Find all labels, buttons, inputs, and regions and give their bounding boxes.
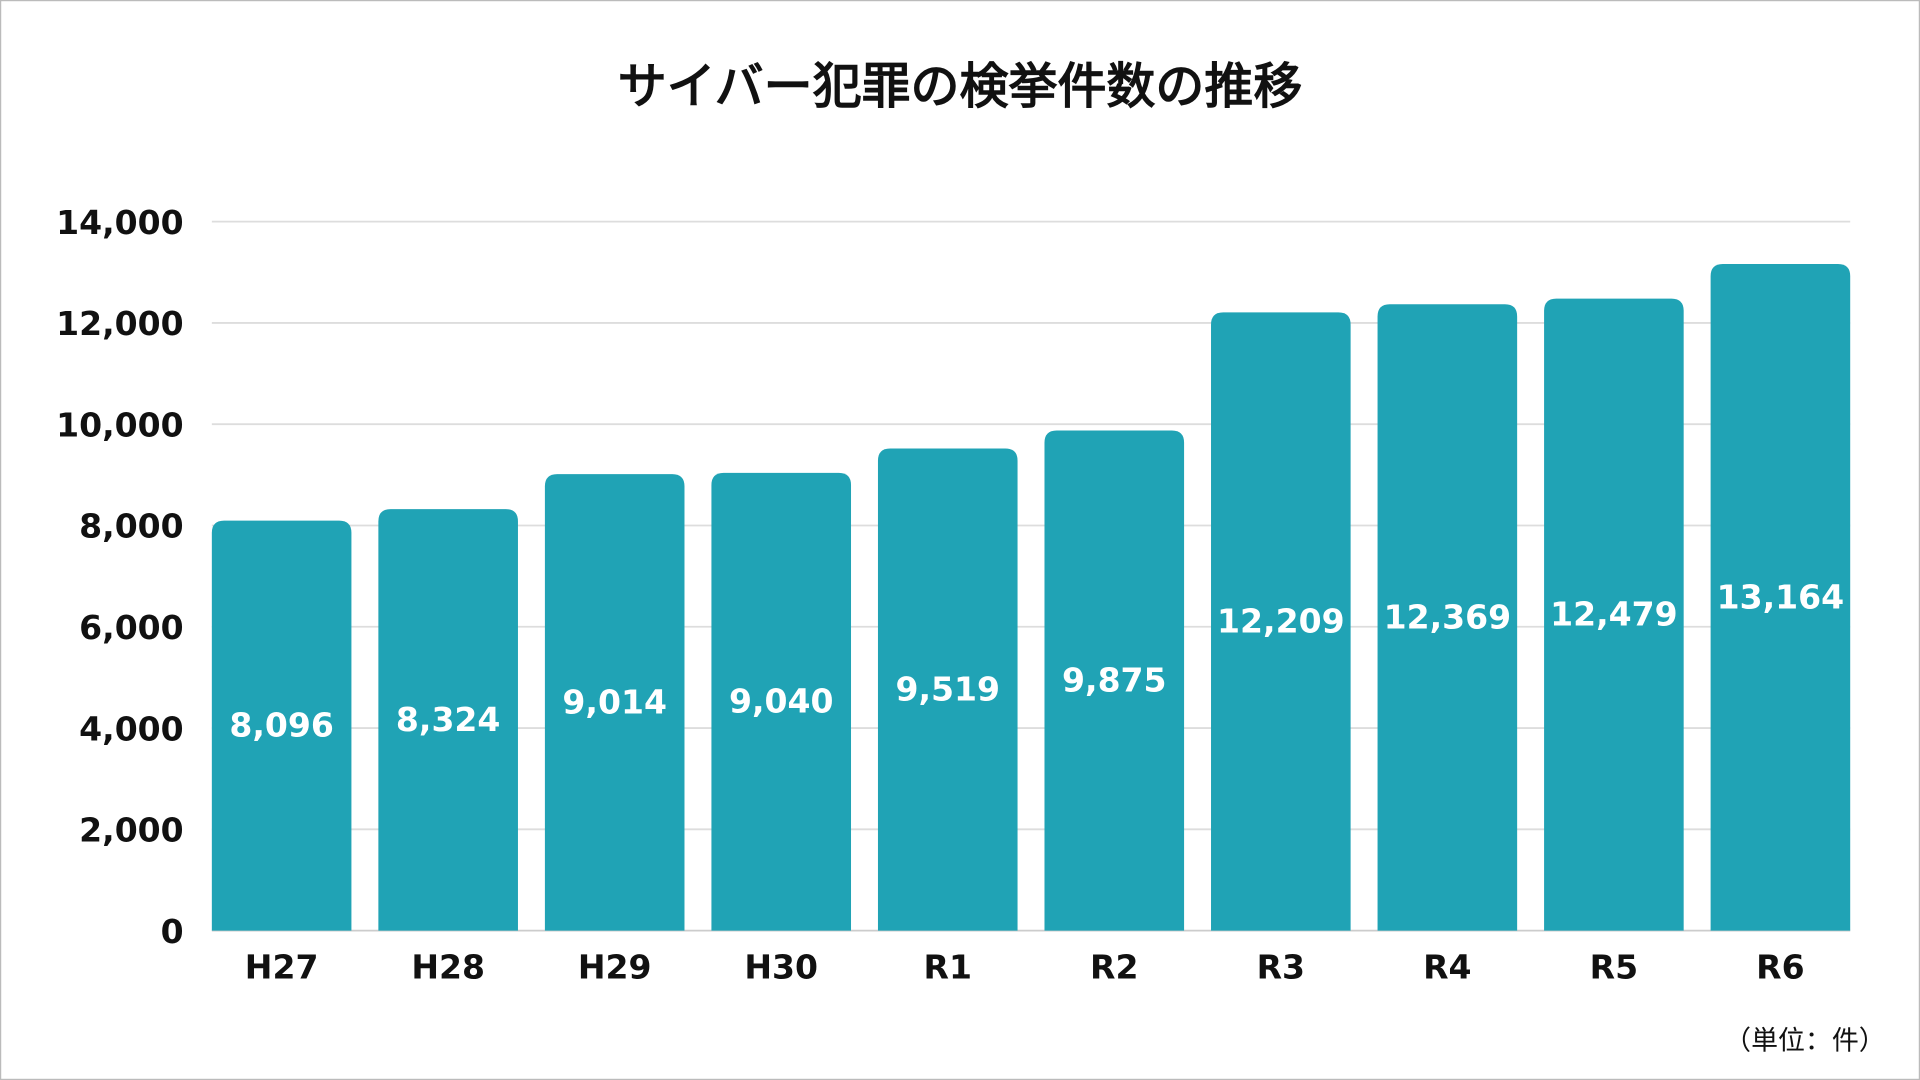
value-label: 8,096 (229, 706, 334, 745)
x-tick-label: R6 (1756, 947, 1804, 986)
y-tick-label: 4,000 (79, 709, 184, 748)
x-tick-label: R4 (1423, 947, 1471, 986)
x-tick-label: H29 (578, 947, 652, 986)
bar-R6 (1710, 263, 1851, 931)
value-label: 9,519 (895, 670, 1000, 709)
x-tick-label: R1 (924, 947, 972, 986)
value-label: 12,369 (1384, 597, 1512, 636)
y-tick-label: 12,000 (56, 304, 184, 343)
value-label: 12,209 (1217, 601, 1345, 640)
x-tick-label: R3 (1257, 947, 1305, 986)
value-label: 9,014 (562, 682, 667, 721)
bar-R1 (877, 448, 1018, 931)
y-tick-label: 2,000 (79, 811, 184, 850)
x-tick-label: H28 (411, 947, 485, 986)
value-label: 12,479 (1550, 595, 1678, 634)
x-tick-label: H30 (744, 947, 818, 986)
x-tick-label: H27 (245, 947, 319, 986)
bar-R2 (1044, 430, 1185, 931)
value-label: 9,875 (1062, 661, 1167, 700)
y-tick-label: 8,000 (79, 507, 184, 546)
y-tick-label: 0 (161, 912, 184, 951)
bar-H30 (711, 472, 852, 931)
bar-H27 (211, 520, 352, 931)
value-label: 13,164 (1717, 577, 1845, 616)
unit-note: （単位：件） (1724, 1025, 1886, 1056)
bar-R4 (1377, 304, 1518, 931)
value-label: 9,040 (729, 682, 834, 721)
bar-H28 (378, 509, 518, 931)
bar-R5 (1544, 298, 1684, 931)
value-label: 8,324 (396, 700, 501, 739)
x-tick-label: R5 (1590, 947, 1638, 986)
y-tick-label: 6,000 (79, 608, 184, 647)
y-tick-label: 14,000 (56, 203, 184, 242)
x-tick-label: R2 (1090, 947, 1138, 986)
y-tick-label: 10,000 (56, 405, 184, 444)
chart-title: サイバー犯罪の検挙件数の推移 (618, 58, 1303, 115)
bar-H29 (544, 474, 685, 931)
bar-R3 (1211, 312, 1351, 931)
